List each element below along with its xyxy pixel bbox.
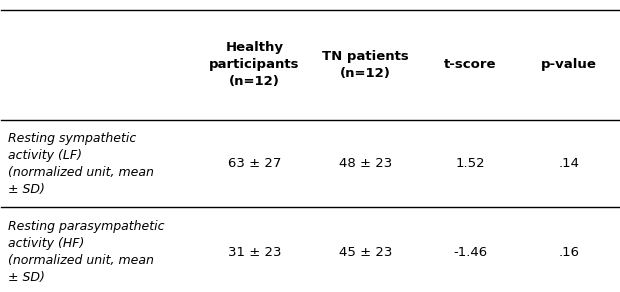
Text: 48 ± 23: 48 ± 23	[339, 157, 392, 170]
Text: -1.46: -1.46	[453, 246, 487, 259]
Text: Resting sympathetic
activity (LF)
(normalized unit, mean
± SD): Resting sympathetic activity (LF) (norma…	[7, 131, 153, 196]
Text: TN patients
(n=12): TN patients (n=12)	[322, 50, 409, 80]
Text: 45 ± 23: 45 ± 23	[339, 246, 392, 259]
Text: p-value: p-value	[541, 58, 597, 71]
Text: .16: .16	[559, 246, 580, 259]
Text: 63 ± 27: 63 ± 27	[228, 157, 281, 170]
Text: Resting parasympathetic
activity (HF)
(normalized unit, mean
± SD): Resting parasympathetic activity (HF) (n…	[7, 220, 164, 284]
Text: t-score: t-score	[444, 58, 497, 71]
Text: 1.52: 1.52	[456, 157, 485, 170]
Text: 31 ± 23: 31 ± 23	[228, 246, 281, 259]
Text: .14: .14	[559, 157, 580, 170]
Text: Healthy
participants
(n=12): Healthy participants (n=12)	[209, 41, 299, 88]
